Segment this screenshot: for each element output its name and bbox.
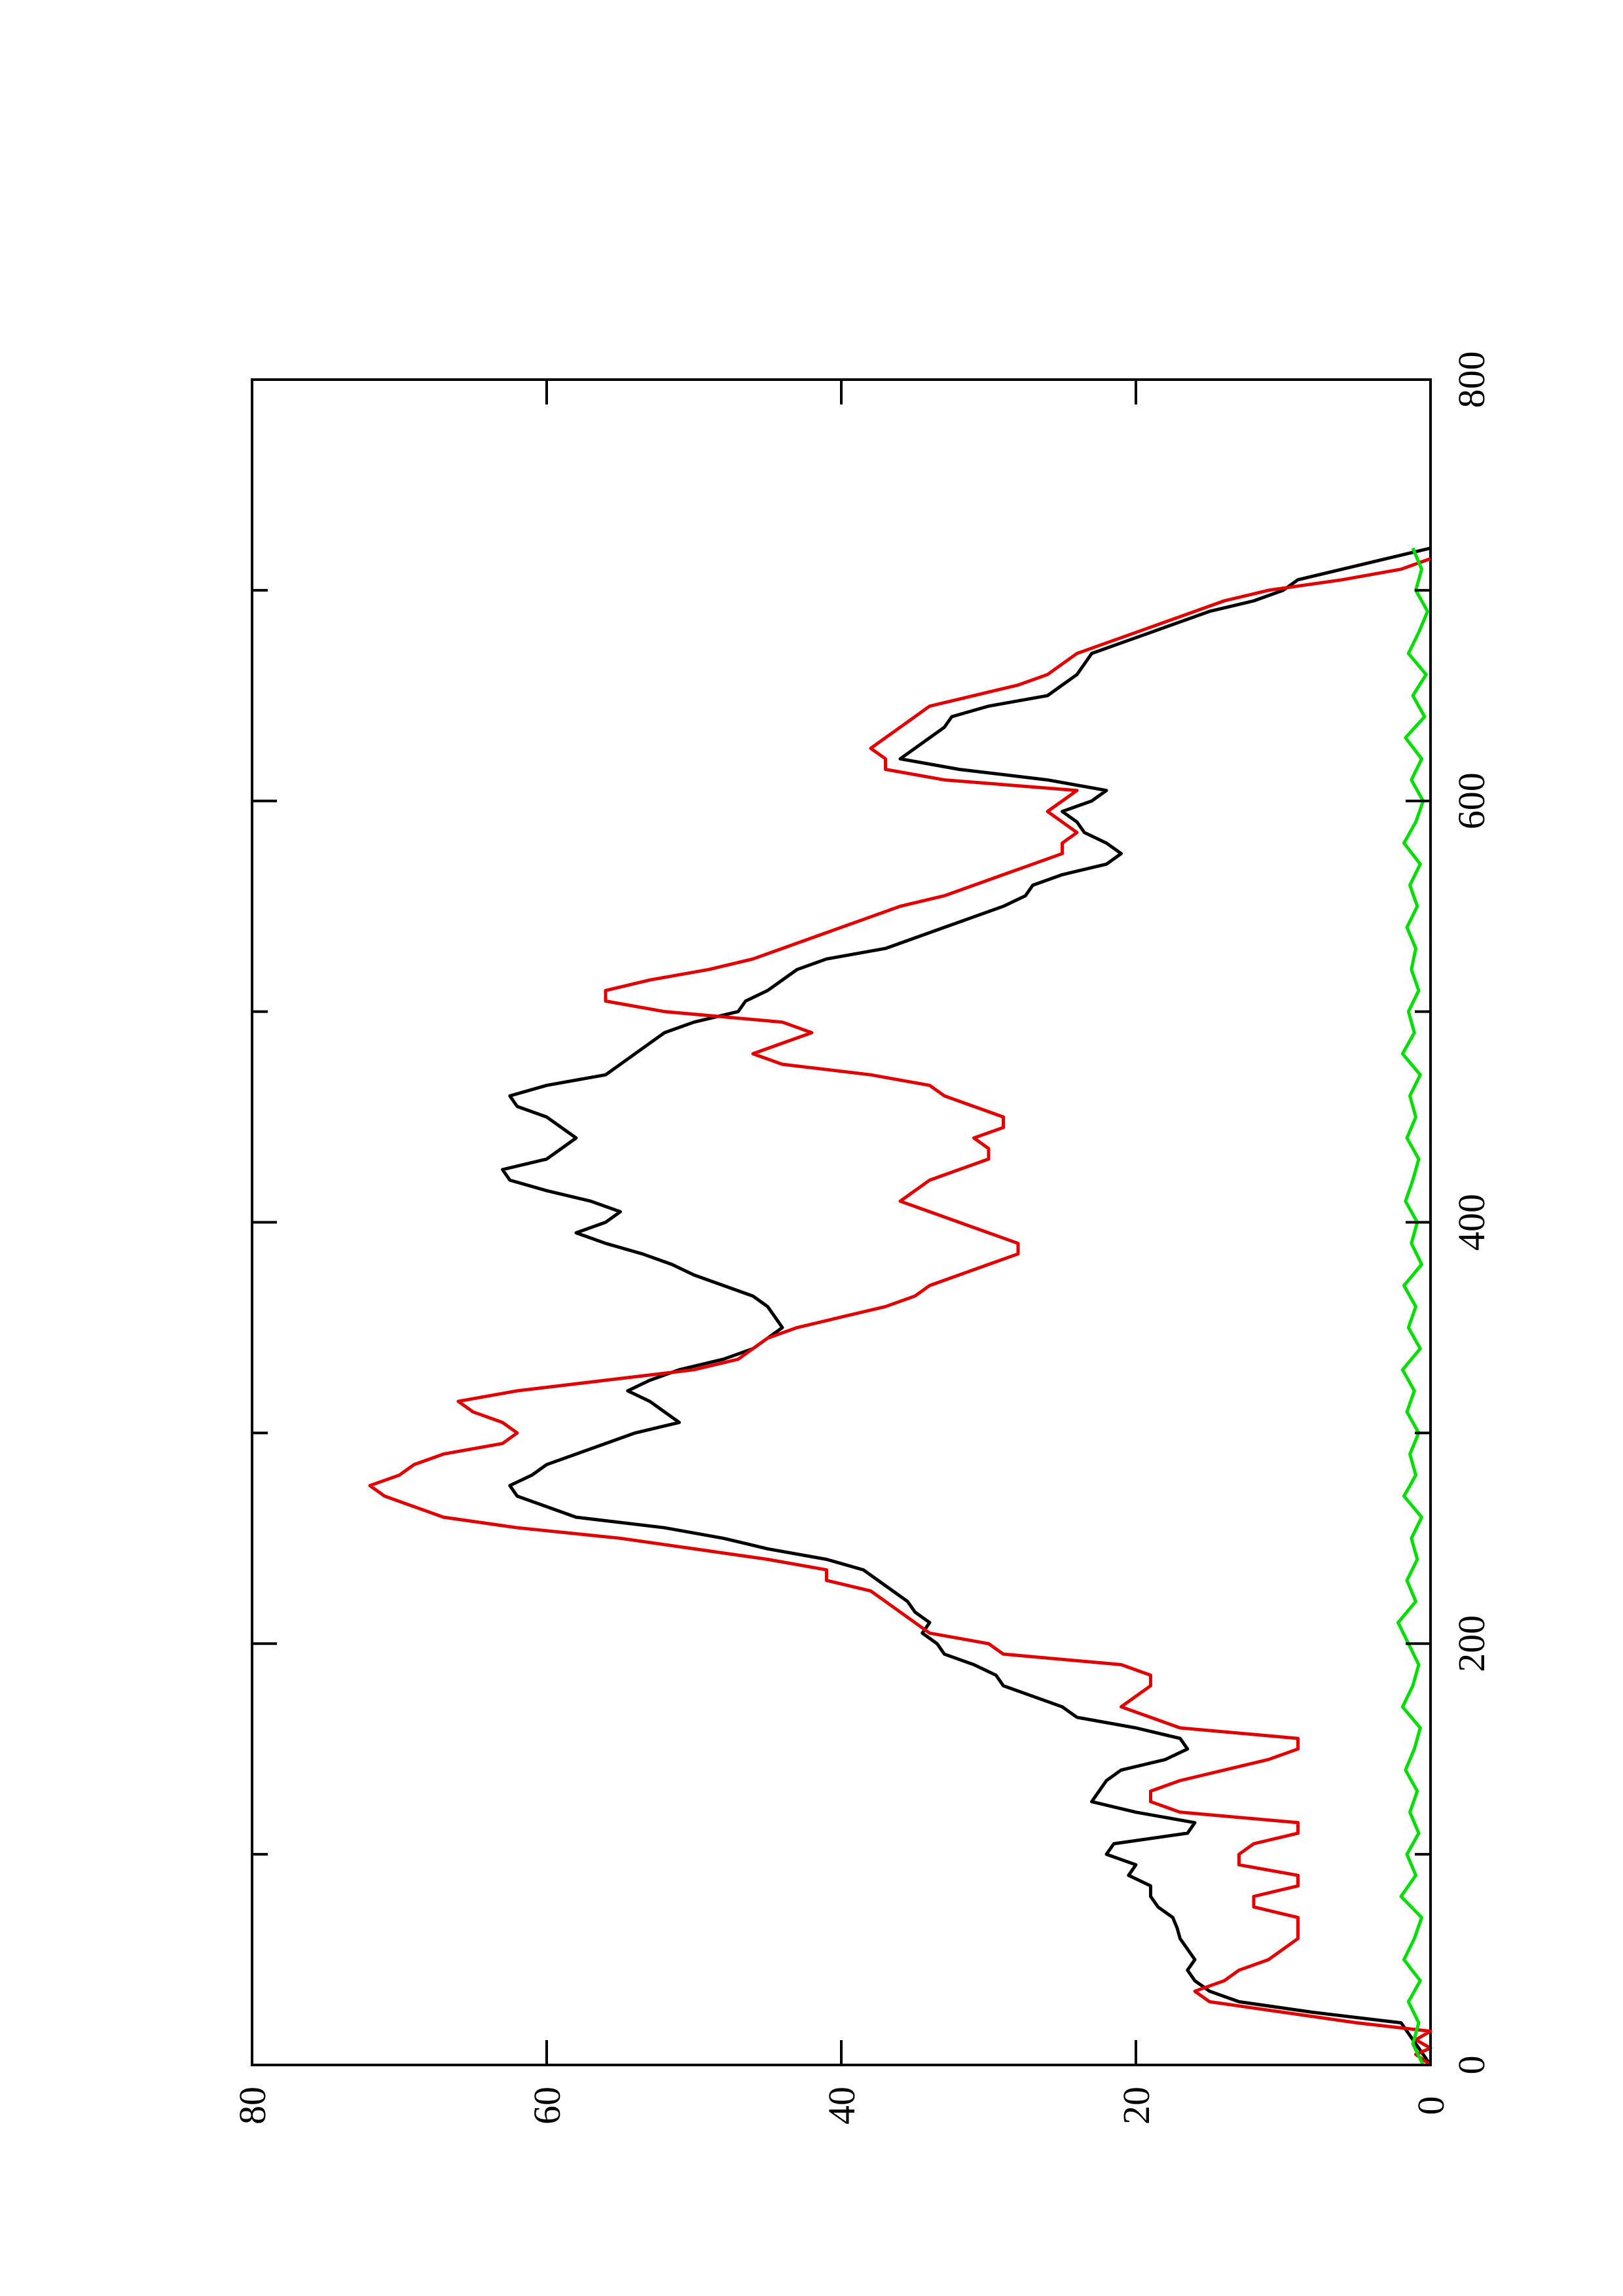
y-tick-label: 80 [231, 2087, 274, 2125]
x-tick-label: 400 [1450, 1194, 1493, 1251]
x-tick-label: 200 [1450, 1615, 1493, 1672]
x-tick-label: 0 [1450, 2056, 1493, 2075]
ticks-layer [251, 378, 1432, 2066]
y-tick-label: 60 [526, 2087, 568, 2125]
y-tick-label: 20 [1115, 2087, 1158, 2125]
y-tick-label: 0 [1410, 2096, 1452, 2115]
y-tick-label: 40 [820, 2087, 863, 2125]
series-line-1 [368, 557, 1432, 2067]
series-line-0 [501, 547, 1432, 2066]
x-tick-label: 600 [1450, 772, 1493, 829]
labels-layer: 0 200 400 600 800 0 20 40 60 80 [231, 351, 1493, 2125]
x-tick-label: 800 [1450, 351, 1493, 408]
